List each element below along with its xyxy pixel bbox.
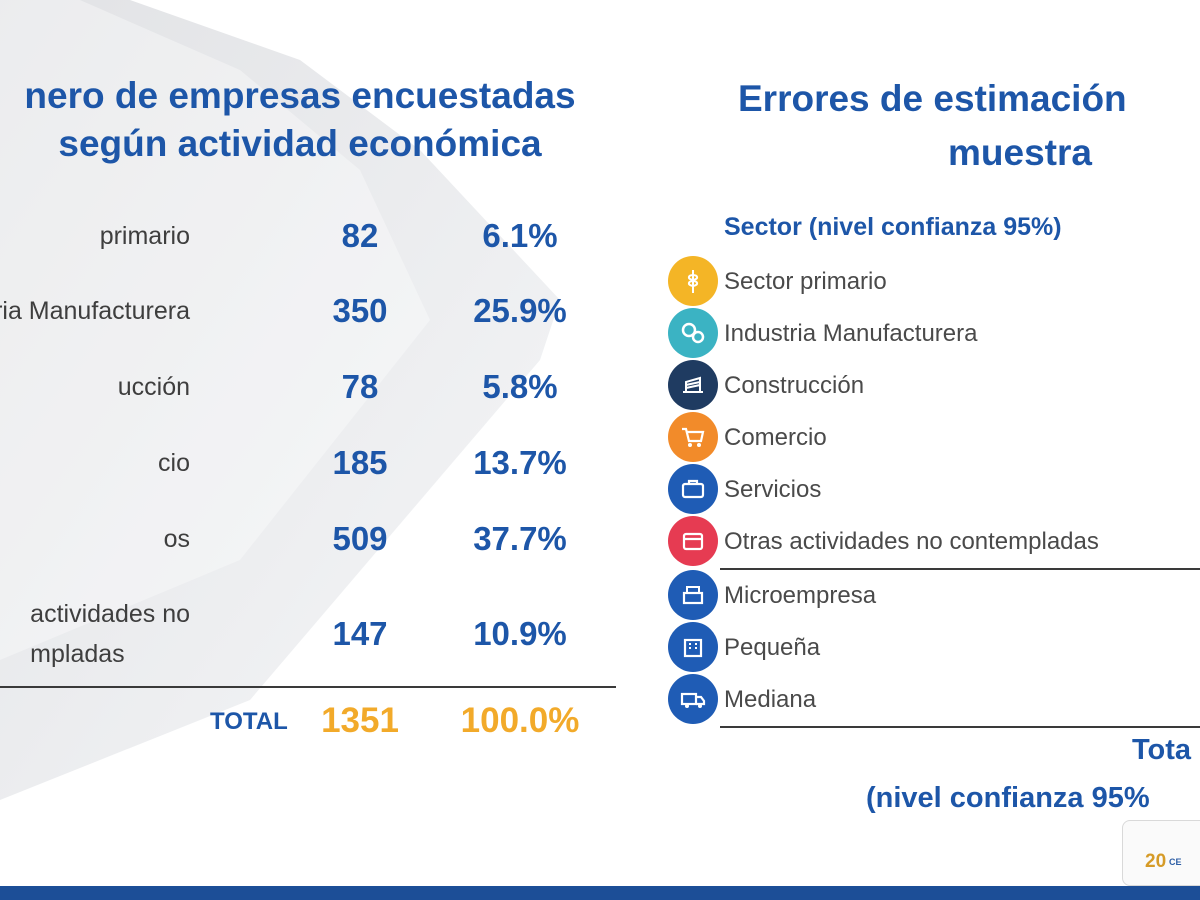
table-row: ucción 78 5.8% xyxy=(0,357,620,417)
row-label: cio xyxy=(158,449,190,477)
truck-icon xyxy=(668,674,718,724)
item-label: Otras actividades no contempladas xyxy=(724,528,1099,555)
list-item: Sector primario xyxy=(668,256,1200,308)
row-percent: 13.7% xyxy=(473,444,567,481)
briefcase-icon xyxy=(668,464,718,514)
list-item: Servicios xyxy=(668,464,1200,516)
left-divider xyxy=(0,686,616,688)
sector-header: Sector (nivel confianza 95%) xyxy=(724,213,1062,241)
item-label: Servicios xyxy=(724,476,822,503)
right-title-line1: Errores de estimación xyxy=(738,78,1127,119)
row-count: 78 xyxy=(341,368,379,405)
total-label: TOTAL xyxy=(210,708,288,735)
row-label-line2: mpladas xyxy=(30,640,125,668)
calendar-icon xyxy=(668,516,718,566)
list-item: Microempresa xyxy=(668,570,1200,622)
row-percent: 10.9% xyxy=(473,615,567,652)
item-label: Microempresa xyxy=(724,582,877,609)
row-count: 509 xyxy=(332,520,388,557)
total-count: 1351 xyxy=(321,701,399,740)
bottom-bar xyxy=(0,886,1200,900)
row-percent: 37.7% xyxy=(473,520,567,557)
row-label: actividades no mpladas xyxy=(30,594,190,674)
row-label: primario xyxy=(99,222,190,250)
building-icon xyxy=(668,622,718,672)
row-label-line1: actividades no xyxy=(30,600,190,628)
item-label: Comercio xyxy=(724,424,827,451)
wheat-icon xyxy=(668,256,718,306)
row-percent: 5.8% xyxy=(482,368,558,405)
list-item: Industria Manufacturera xyxy=(668,308,1200,360)
row-label: ria Manufacturera xyxy=(0,297,190,325)
item-label: Sector primario xyxy=(724,268,887,295)
list-item: Mediana xyxy=(668,674,1200,726)
row-percent: 6.1% xyxy=(482,217,558,254)
left-table-title: nero de empresas encuestadas según activ… xyxy=(0,72,610,168)
table-row: ria Manufacturera 350 25.9% xyxy=(0,281,620,341)
list-item: Construcción xyxy=(668,360,1200,412)
total-percent: 100.0% xyxy=(460,701,580,740)
confidence-label: (nivel confianza 95% xyxy=(866,782,1150,814)
cash-register-icon xyxy=(668,570,718,620)
row-count: 185 xyxy=(332,444,388,481)
list-item: Comercio xyxy=(668,412,1200,464)
right-title-line2: muestra xyxy=(948,132,1092,173)
list-item: Otras actividades no contempladas xyxy=(668,516,1200,568)
row-count: 82 xyxy=(341,217,379,254)
left-title-line2: según actividad económica xyxy=(58,123,542,164)
item-label: Construcción xyxy=(724,372,865,399)
construction-icon xyxy=(668,360,718,410)
item-label: Pequeña xyxy=(724,634,821,661)
row-percent: 25.9% xyxy=(473,292,567,329)
table-row: actividades no mpladas 147 10.9% xyxy=(0,592,620,676)
table-row: cio 185 13.7% xyxy=(0,433,620,493)
row-count: 350 xyxy=(332,292,388,329)
gears-icon xyxy=(668,308,718,358)
total-right-label: Tota xyxy=(1132,734,1192,766)
item-label: Mediana xyxy=(724,686,817,713)
item-label: Industria Manufacturera xyxy=(724,320,978,347)
table-row: os 509 37.7% xyxy=(0,509,620,569)
left-title-line1: nero de empresas encuestadas xyxy=(24,75,576,116)
right-divider xyxy=(720,568,1200,570)
row-label: ucción xyxy=(117,373,190,401)
row-label: os xyxy=(163,525,190,553)
right-panel-title: Errores de estimación muestra xyxy=(738,72,1200,180)
list-item: Pequeña xyxy=(668,622,1200,674)
shopping-cart-icon xyxy=(668,412,718,462)
row-count: 147 xyxy=(332,615,388,652)
logo-mark: 20 xyxy=(1145,851,1167,872)
logo-subtext: CE xyxy=(1169,857,1182,867)
table-row: primario 82 6.1% xyxy=(0,206,620,266)
logo: 20 CE xyxy=(1122,820,1200,886)
right-divider xyxy=(720,726,1200,728)
